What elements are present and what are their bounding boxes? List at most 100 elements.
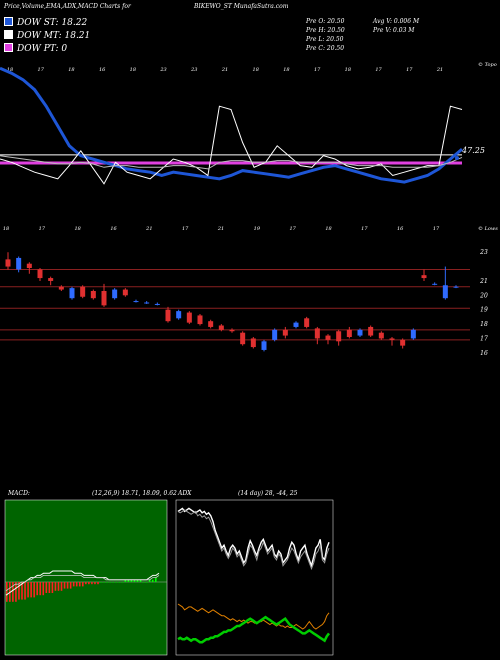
macd-histogram-bar <box>51 582 54 593</box>
macd-histogram-bar <box>69 582 72 589</box>
candle-body <box>69 288 75 299</box>
candle-body <box>37 269 43 279</box>
candle-body <box>197 315 203 325</box>
candle-body <box>453 286 459 288</box>
macd-histogram-bar <box>142 582 145 583</box>
candle-body <box>442 285 448 299</box>
macd-histogram-bar <box>97 582 99 585</box>
macd-histogram-bar <box>91 582 93 585</box>
chart-title: Price,Volume,EMA,ADX,MACD Charts for <box>4 3 131 10</box>
x-tick-top: 16 <box>99 67 106 73</box>
y-tick: 17 <box>480 335 488 342</box>
macd-histogram-bar <box>106 582 108 583</box>
dow-pt-label: DOW PT: 0 <box>4 43 67 54</box>
dow-mt-text: DOW MT: 18.21 <box>17 31 91 41</box>
candle-body <box>229 329 235 332</box>
stat-pre-high: Pre H: 20.50 <box>306 27 345 34</box>
macd-histogram-bar <box>136 579 139 582</box>
candle-body <box>304 318 310 327</box>
x-tick-top: 18 <box>68 67 74 73</box>
macd-histogram-bar <box>94 582 96 585</box>
candle-body <box>421 275 427 279</box>
candle-body <box>314 328 320 339</box>
macd-histogram-bar <box>115 582 118 583</box>
macd-histogram-bar <box>151 579 154 582</box>
y-tick: 18 <box>480 321 488 328</box>
macd-histogram-bar <box>42 582 45 596</box>
candle-body <box>112 289 118 299</box>
candle-body <box>240 332 246 345</box>
adx-title: ADX <box>178 490 192 497</box>
stat-pre-volume: Pre V: 0.03 M <box>373 27 415 34</box>
candle-body <box>101 291 107 306</box>
candle-body <box>357 329 363 336</box>
dow-mt-swatch <box>4 30 13 39</box>
candle-body <box>5 259 11 267</box>
candle-body <box>48 278 54 281</box>
macd-values: (12,26,9) 18.71, 18.09, 0.62 <box>92 490 177 497</box>
macd-histogram-bar <box>118 582 121 583</box>
macd-histogram-bar <box>75 582 78 587</box>
candle-body <box>261 341 267 350</box>
x-tick-top: 17 <box>38 67 45 73</box>
x-tick-bottom: 16 <box>397 226 404 232</box>
macd-title: MACD: <box>8 490 30 497</box>
macd-histogram-bar <box>15 582 17 602</box>
candle-body <box>176 311 182 319</box>
candle-body <box>336 331 342 342</box>
adx-plus-di-line <box>177 507 330 569</box>
candle-body <box>80 286 86 297</box>
candle-body <box>165 309 171 322</box>
axis-top-label: © Topo <box>478 62 497 68</box>
x-tick-top: 18 <box>253 67 259 73</box>
macd-histogram-bar <box>48 582 51 593</box>
macd-histogram-bar <box>21 582 23 600</box>
candle-body <box>250 338 256 348</box>
adx-plus-di-shadow <box>177 509 330 571</box>
stat-pre-open: Pre O: 20.50 <box>306 18 345 25</box>
macd-histogram-bar <box>100 582 102 583</box>
x-tick-bottom: 17 <box>289 226 296 232</box>
macd-histogram-bar <box>88 582 90 585</box>
x-tick-top: 21 <box>436 67 443 73</box>
macd-histogram-bar <box>66 582 69 589</box>
macd-histogram-bar <box>6 582 8 602</box>
y-tick: 16 <box>480 350 488 357</box>
candle-body <box>432 283 438 285</box>
symbol-label: BIKEWO_ST MunafaSutra.com <box>194 3 289 10</box>
macd-histogram-bar <box>112 582 114 583</box>
macd-histogram-bar <box>121 582 124 583</box>
y-tick: 23 <box>479 249 488 256</box>
candle-body <box>26 263 32 268</box>
macd-histogram-bar <box>103 582 105 583</box>
macd-histogram-bar <box>85 582 87 585</box>
macd-histogram-bar <box>78 582 81 587</box>
x-tick-bottom: 19 <box>254 226 261 232</box>
candle-body <box>144 302 150 304</box>
x-tick-bottom: 21 <box>217 226 224 232</box>
macd-histogram-bar <box>57 582 60 591</box>
candle-body <box>325 335 331 340</box>
y-tick: 21 <box>479 278 488 285</box>
y-tick: 19 <box>480 307 488 314</box>
macd-histogram-bar <box>82 582 84 587</box>
adx-line <box>177 615 330 644</box>
stat-avg-volume: Avg V: 0.006 M <box>373 18 420 25</box>
candle-body <box>368 326 374 336</box>
candle-body <box>208 321 214 327</box>
x-tick-top: 23 <box>190 67 197 73</box>
axis-lower-label: © Lows <box>478 226 498 232</box>
candle-body <box>16 257 22 270</box>
x-tick-bottom: 17 <box>433 226 440 232</box>
dow-st-text: DOW ST: 18.22 <box>17 18 88 28</box>
dow-pt-text: DOW PT: 0 <box>17 44 68 54</box>
macd-histogram-bar <box>39 582 42 596</box>
macd-histogram-bar <box>45 582 48 593</box>
x-tick-top: 18 <box>283 67 289 73</box>
x-tick-top: 18 <box>130 67 136 73</box>
x-tick-bottom: 18 <box>74 226 80 232</box>
candle-body <box>346 329 352 337</box>
macd-histogram-bar <box>72 582 75 587</box>
x-tick-bottom: 16 <box>110 226 117 232</box>
